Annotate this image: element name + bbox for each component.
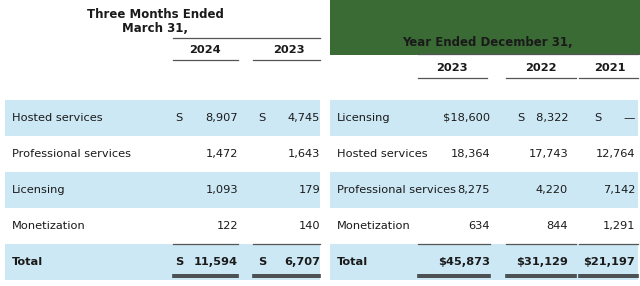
Text: 17,743: 17,743 xyxy=(528,149,568,159)
Text: S: S xyxy=(258,113,265,123)
Text: 7,142: 7,142 xyxy=(603,185,635,195)
Bar xyxy=(330,208,638,244)
Text: Total: Total xyxy=(12,257,44,267)
Text: 1,093: 1,093 xyxy=(205,185,238,195)
Text: 1,291: 1,291 xyxy=(602,221,635,231)
Text: Hosted services: Hosted services xyxy=(12,113,102,123)
Text: $45,873: $45,873 xyxy=(438,257,490,267)
Text: 2022: 2022 xyxy=(525,63,557,73)
Bar xyxy=(5,244,320,280)
Text: 844: 844 xyxy=(547,221,568,231)
Text: 122: 122 xyxy=(216,221,238,231)
Bar xyxy=(5,172,320,208)
Text: $21,197: $21,197 xyxy=(583,257,635,267)
Text: Monetization: Monetization xyxy=(337,221,411,231)
Text: 140: 140 xyxy=(298,221,320,231)
Text: 2024: 2024 xyxy=(189,45,221,55)
Text: 1,643: 1,643 xyxy=(287,149,320,159)
Text: 8,275: 8,275 xyxy=(458,185,490,195)
Text: S: S xyxy=(258,257,266,267)
Text: 2023: 2023 xyxy=(436,63,468,73)
Text: Three Months Ended: Three Months Ended xyxy=(86,7,223,21)
Bar xyxy=(330,100,638,136)
Text: 1,472: 1,472 xyxy=(205,149,238,159)
Bar xyxy=(330,136,638,172)
Text: 4,745: 4,745 xyxy=(287,113,320,123)
Bar xyxy=(5,208,320,244)
Text: 11,594: 11,594 xyxy=(194,257,238,267)
Text: Year Ended December 31,: Year Ended December 31, xyxy=(402,35,572,49)
Text: March 31,: March 31, xyxy=(122,21,188,35)
Bar xyxy=(330,244,638,280)
Bar xyxy=(5,136,320,172)
Text: 2023: 2023 xyxy=(273,45,305,55)
Text: Licensing: Licensing xyxy=(337,113,390,123)
Text: 18,364: 18,364 xyxy=(451,149,490,159)
Text: S: S xyxy=(175,257,183,267)
Text: 4,220: 4,220 xyxy=(536,185,568,195)
Text: $18,600: $18,600 xyxy=(443,113,490,123)
Text: $31,129: $31,129 xyxy=(516,257,568,267)
Text: Professional services: Professional services xyxy=(337,185,456,195)
Bar xyxy=(5,100,320,136)
Text: 179: 179 xyxy=(298,185,320,195)
Text: 2021: 2021 xyxy=(595,63,626,73)
Text: S      —: S — xyxy=(595,113,635,123)
Bar xyxy=(330,0,640,55)
Text: 12,764: 12,764 xyxy=(595,149,635,159)
Text: 6,707: 6,707 xyxy=(284,257,320,267)
Text: S: S xyxy=(175,113,182,123)
Text: Total: Total xyxy=(337,257,368,267)
Text: Professional services: Professional services xyxy=(12,149,131,159)
Text: Monetization: Monetization xyxy=(12,221,86,231)
Text: Hosted services: Hosted services xyxy=(337,149,428,159)
Text: 634: 634 xyxy=(468,221,490,231)
Text: Licensing: Licensing xyxy=(12,185,66,195)
Text: 8,907: 8,907 xyxy=(205,113,238,123)
Text: S   8,322: S 8,322 xyxy=(518,113,568,123)
Bar xyxy=(330,172,638,208)
